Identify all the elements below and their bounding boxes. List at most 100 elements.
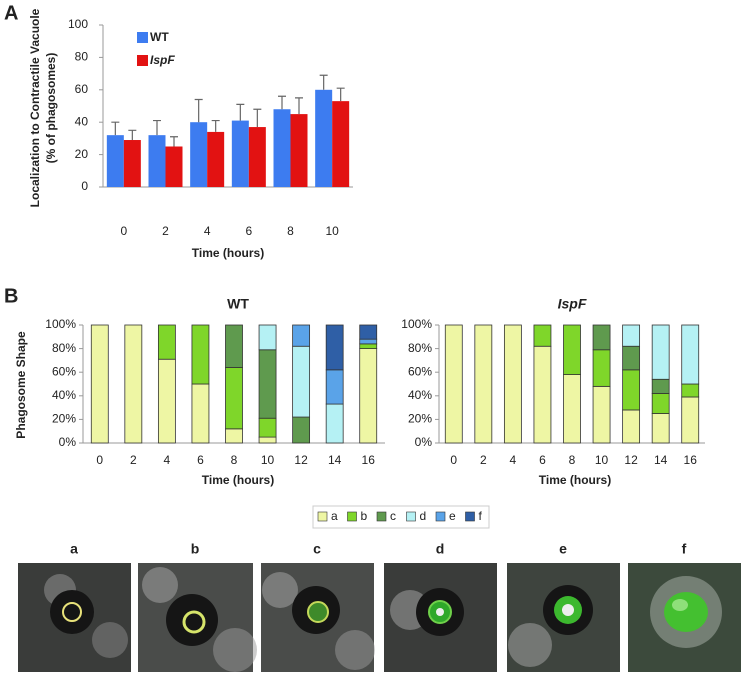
error-bar [319, 74, 328, 90]
y-tick-label: 40% [52, 388, 76, 402]
bar-segment [225, 428, 243, 444]
image-label: e [559, 541, 567, 557]
bar [148, 135, 166, 187]
bar-segment [258, 324, 277, 351]
bar [165, 146, 183, 187]
x-tick-label: 6 [197, 453, 204, 467]
legend-box [312, 505, 490, 529]
bar [190, 122, 208, 187]
bar [231, 120, 249, 187]
x-tick-label: 16 [684, 453, 698, 467]
bar-segment [622, 324, 641, 347]
micrograph-c [261, 563, 375, 672]
chart-title: WT [227, 296, 249, 312]
legend-label: b [361, 509, 368, 523]
bar [106, 135, 124, 187]
y-tick-label: 20% [408, 412, 432, 426]
image-label: d [436, 541, 445, 557]
x-tick-label: 10 [595, 453, 609, 467]
x-tick-label: 8 [569, 453, 576, 467]
legend-swatch [376, 511, 387, 522]
bar-segment [359, 338, 378, 345]
error-bar [336, 87, 345, 102]
bar-segment [258, 417, 277, 438]
panel-label: B [4, 285, 18, 307]
legend-label: WT [150, 30, 169, 44]
bar-segment [359, 348, 378, 444]
y-tick-label: 40% [408, 388, 432, 402]
bar-segment [258, 436, 277, 444]
error-bar [278, 95, 286, 110]
x-tick-label: 4 [510, 453, 517, 467]
bar [290, 114, 308, 187]
legend-swatch [406, 511, 416, 522]
x-tick-label: 14 [328, 453, 342, 467]
panel-label: A [4, 2, 18, 24]
bar-segment [651, 413, 670, 444]
y-axis-label: Phagosome Shape [14, 331, 28, 439]
bar-segment [533, 324, 552, 347]
bar-segment [474, 324, 493, 444]
bar-segment [622, 409, 641, 444]
legend-label: f [479, 509, 483, 523]
y-tick-label: 20% [52, 412, 76, 426]
legend-label: a [331, 509, 338, 523]
y-tick-label: 100% [401, 317, 432, 331]
x-tick-label: 4 [204, 224, 211, 238]
bar-segment [292, 345, 311, 418]
x-tick-label: 8 [231, 453, 238, 467]
legend-swatch [317, 511, 328, 522]
bar-segment [681, 383, 700, 398]
y-tick-label: 100 [68, 17, 88, 31]
x-tick-label: 0 [450, 453, 457, 467]
x-tick-label: 2 [480, 453, 487, 467]
bar-segment [503, 324, 522, 444]
bar-segment [592, 349, 611, 387]
bar-segment [563, 324, 581, 375]
image-label: b [191, 541, 200, 557]
bar-segment [592, 385, 611, 444]
error-bar [153, 119, 161, 136]
y-tick-label: 40 [75, 114, 89, 128]
x-tick-label: 6 [539, 453, 546, 467]
x-tick-label: 10 [261, 453, 275, 467]
micrograph-f [628, 563, 741, 672]
x-tick-label: 0 [96, 453, 103, 467]
bar [123, 140, 141, 187]
bar [248, 127, 266, 187]
x-axis-label: Time (hours) [539, 473, 611, 487]
bar [332, 101, 350, 187]
legend-swatch [137, 32, 148, 43]
y-tick-label: 60% [52, 364, 76, 378]
x-tick-label: 0 [120, 224, 127, 238]
bar-segment [157, 358, 176, 444]
bar [207, 131, 225, 187]
bar-segment [191, 383, 210, 444]
bar-segment [90, 324, 109, 444]
error-bar [170, 136, 178, 147]
bar [315, 89, 333, 187]
x-tick-label: 2 [130, 453, 137, 467]
y-tick-label: 60% [408, 364, 432, 378]
bar-segment [124, 324, 143, 444]
x-tick-label: 2 [162, 224, 169, 238]
bar-segment [258, 349, 277, 419]
image-label: f [682, 541, 687, 557]
error-bar [111, 121, 120, 136]
bar-segment [157, 324, 176, 360]
x-tick-label: 6 [245, 224, 252, 238]
legend-label: e [449, 509, 456, 523]
y-tick-label: 80% [52, 341, 76, 355]
bar-segment [191, 324, 210, 385]
bar [273, 109, 291, 187]
bar-segment [225, 324, 243, 368]
x-tick-label: 10 [325, 224, 339, 238]
bar-segment [622, 345, 641, 371]
y-tick-label: 0% [59, 435, 77, 449]
bar-segment [444, 324, 463, 444]
y-tick-label: 80 [75, 50, 89, 64]
error-bar [194, 98, 203, 123]
bar-segment [325, 403, 344, 444]
bar-segment [359, 324, 378, 340]
bar-segment [563, 374, 581, 444]
